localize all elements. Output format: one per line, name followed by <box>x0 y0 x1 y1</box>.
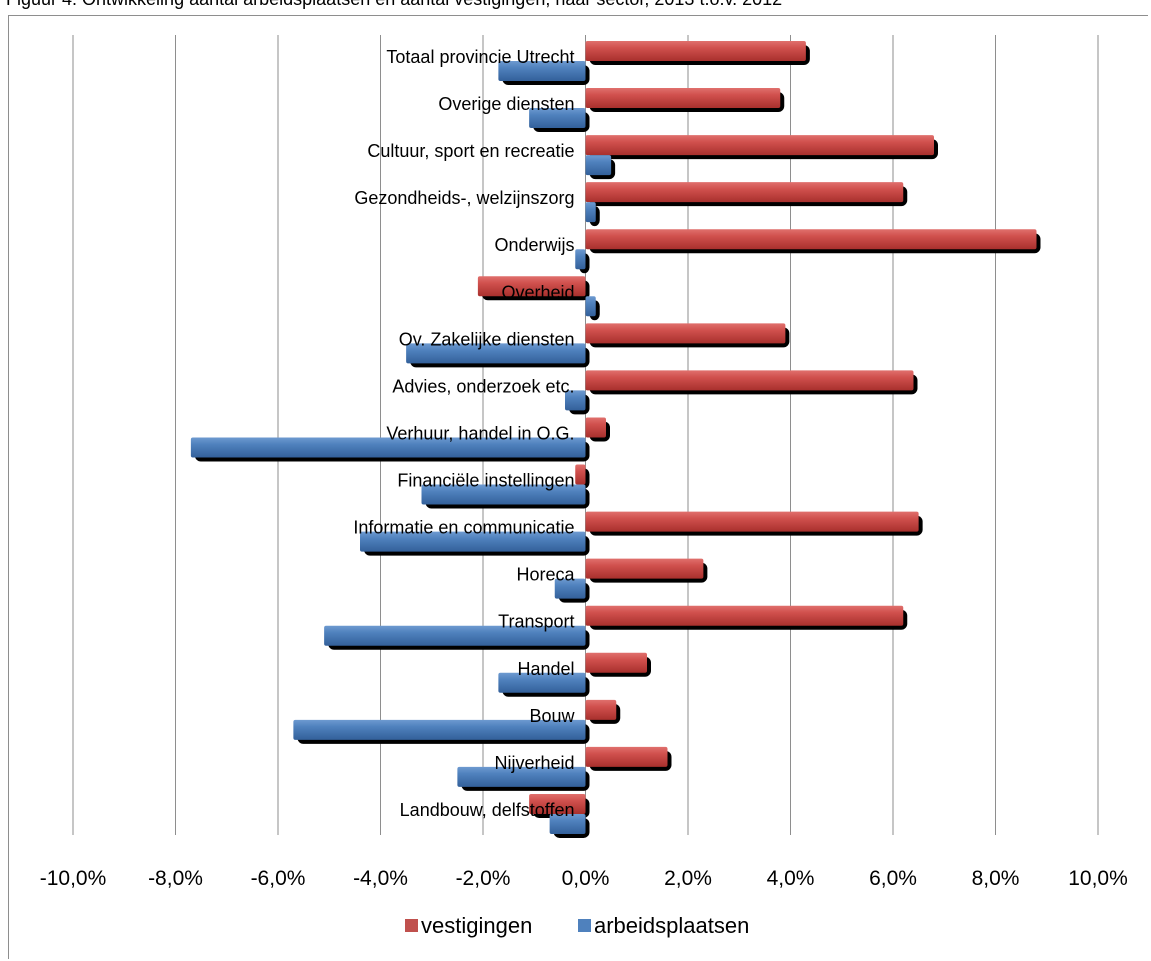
category-label: Informatie en communicatie <box>353 518 574 538</box>
bar-arbeidsplaatsen <box>293 719 590 744</box>
bar-vestigingen <box>585 229 1041 254</box>
x-tick-label: 6,0% <box>869 867 917 890</box>
category-label: Horeca <box>516 565 575 585</box>
bar-arbeidsplaatsen <box>498 672 590 697</box>
x-tick-label: 0,0% <box>562 867 610 890</box>
bar-arbeidsplaatsen <box>529 108 590 133</box>
category-label: Totaal provincie Utrecht <box>386 47 574 67</box>
bar-vestigingen <box>585 323 790 348</box>
bar-vestigingen <box>585 417 610 442</box>
legend-label: vestigingen <box>421 913 532 938</box>
legend-item-vestigingen: vestigingen <box>405 913 532 938</box>
bar-vestigingen <box>585 88 785 113</box>
legend-swatch <box>405 919 418 932</box>
bar-vestigingen <box>585 41 810 65</box>
bar-vestigingen <box>477 276 590 301</box>
bar-vestigingen <box>585 135 938 160</box>
category-label: Advies, onderzoek etc. <box>392 376 574 396</box>
category-label: Bouw <box>529 706 575 726</box>
bar-vestigingen <box>585 746 672 771</box>
category-label: Onderwijs <box>494 235 574 255</box>
bar-vestigingen <box>585 652 651 677</box>
bar-vestigingen <box>585 511 923 536</box>
category-label: Landbouw, delfstoffen <box>400 800 575 820</box>
bar-arbeidsplaatsen <box>324 625 590 650</box>
bar-arbeidsplaatsen <box>554 578 590 603</box>
chart-title: Figuur 4. Ontwikkeling aantal arbeidspla… <box>6 0 1146 14</box>
x-tick-label: 10,0% <box>1068 867 1128 890</box>
legend-swatch <box>578 919 591 932</box>
bar-arbeidsplaatsen <box>575 249 590 274</box>
x-tick-label: -2,0% <box>456 867 511 890</box>
x-tick-label: -4,0% <box>353 867 408 890</box>
bar-arbeidsplaatsen <box>585 296 600 321</box>
bar-arbeidsplaatsen <box>421 484 590 509</box>
legend-label: arbeidsplaatsen <box>594 913 749 938</box>
bar-vestigingen <box>585 699 621 724</box>
category-label: Cultuur, sport en recreatie <box>367 141 574 161</box>
x-tick-label: -6,0% <box>251 867 306 890</box>
x-tick-labels: -10,0% -8,0% -6,0% -4,0% -2,0% 0,0% 2,0% 4,0% 6,… <box>40 867 1128 890</box>
bar-arbeidsplaatsen <box>585 155 616 180</box>
category-label: Handel <box>517 659 574 679</box>
bar-arbeidsplaatsen <box>565 390 590 415</box>
x-tick-label: 8,0% <box>972 867 1020 890</box>
chart-frame <box>8 15 1148 959</box>
legend-item-arbeidsplaatsen: arbeidsplaatsen <box>578 913 749 938</box>
category-label: Ov. Zakelijke diensten <box>399 329 575 349</box>
bar-arbeidsplaatsen <box>549 813 590 838</box>
x-tick-label: 4,0% <box>767 867 815 890</box>
bar-vestigingen <box>585 605 908 630</box>
bar-arbeidsplaatsen <box>406 343 590 368</box>
bar-vestigingen <box>575 464 590 489</box>
category-labels: Totaal provincie Utrecht Overige diensten… <box>353 47 575 820</box>
bar-arbeidsplaatsen <box>457 766 590 791</box>
bar-vestigingen <box>585 182 908 207</box>
x-tick-label: 2,0% <box>664 867 712 890</box>
category-label: Financiële instellingen <box>397 471 574 491</box>
x-tick-label: -8,0% <box>148 867 203 890</box>
legend: vestigingen arbeidsplaatsen <box>405 913 749 938</box>
category-label: Nijverheid <box>494 753 574 773</box>
category-label: Gezondheids-, welzijnszorg <box>354 188 574 208</box>
bar-arbeidsplaatsen <box>360 531 590 556</box>
category-label: Overige diensten <box>438 94 574 114</box>
bars <box>190 41 1041 838</box>
bar-vestigingen <box>585 558 708 583</box>
bar-arbeidsplaatsen <box>190 437 590 462</box>
category-label: Transport <box>498 612 574 632</box>
x-tick-label: -10,0% <box>40 867 107 890</box>
category-label: Overheid <box>501 282 574 302</box>
bar-arbeidsplaatsen <box>498 61 590 85</box>
bar-vestigingen <box>529 793 590 818</box>
category-label: Verhuur, handel in O.G. <box>386 423 574 443</box>
bar-arbeidsplaatsen <box>585 202 600 227</box>
bar-vestigingen <box>585 370 918 395</box>
